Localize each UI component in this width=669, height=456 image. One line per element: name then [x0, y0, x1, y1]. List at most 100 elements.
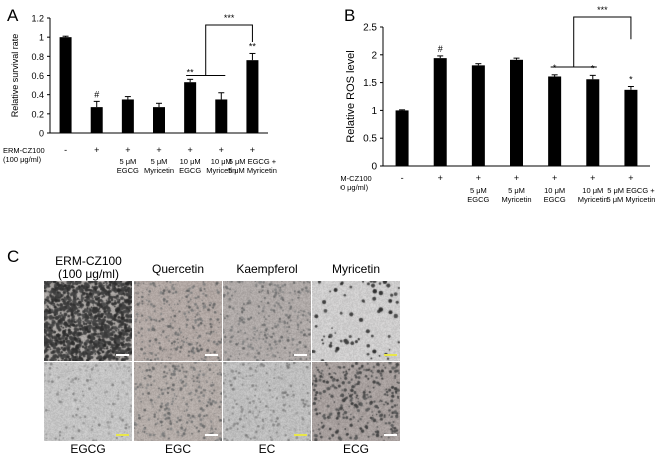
treatment-label: 5 μM Myricetin	[228, 166, 277, 175]
panel-letter-b: B	[344, 6, 356, 25]
row-label: (100 μg/ml)	[340, 183, 369, 192]
bar	[246, 60, 259, 133]
scale-bar-quercetin	[205, 354, 218, 356]
bar	[471, 65, 485, 166]
x-category-sign: +	[156, 145, 161, 155]
x-category-sign: +	[552, 173, 557, 183]
bar	[510, 59, 523, 166]
treatment-label: 10 μM	[544, 186, 565, 195]
y-tick-label: 0.8	[31, 52, 44, 62]
x-category-sign: +	[590, 173, 595, 183]
bar	[624, 89, 638, 166]
treatment-label: 5 μM	[119, 157, 136, 166]
micrograph-panel: ERM-CZ100 (100 μg/ml) Quercetin Kaempfer…	[0, 255, 669, 456]
significance-mark: **	[249, 41, 257, 51]
top-label-erm-line2: (100 μg/ml)	[58, 267, 119, 281]
micrograph-myricetin	[312, 281, 400, 361]
micrograph-quercetin	[134, 281, 222, 361]
top-label-myricetin: Myricetin	[331, 262, 380, 276]
x-category-sign: +	[219, 145, 224, 155]
treatment-label: 5 μM	[508, 186, 525, 195]
scale-bar-ecg	[384, 434, 397, 436]
x-category-sign: +	[188, 145, 193, 155]
significance-mark: *	[591, 63, 595, 73]
x-category-sign: +	[438, 173, 443, 183]
scale-bar-ec	[294, 434, 307, 436]
bar	[153, 107, 165, 133]
x-category-sign: -	[401, 173, 404, 183]
significance-mark: #	[94, 89, 99, 99]
chart-a-survival: 0 0.2 0.4 0.6 0.8 1 1.2 Relative survival rate #…	[3, 13, 277, 175]
treatment-label: 5 μM	[151, 157, 168, 166]
scale-bar-erm	[116, 354, 129, 356]
y-tick-label: 1	[371, 106, 377, 117]
top-label-quercetin: Quercetin	[151, 262, 205, 276]
scale-bar-myricetin	[384, 354, 397, 356]
bar	[215, 99, 228, 133]
x-category-sign: +	[94, 145, 99, 155]
bottom-label-ec: EC	[258, 442, 276, 456]
y-tick-label: 2	[371, 50, 377, 61]
bar	[548, 76, 562, 166]
y-tick-label: 1.5	[363, 78, 377, 89]
x-category-sign: +	[250, 145, 255, 155]
treatment-label: 10 μM	[180, 157, 201, 166]
bar	[90, 107, 103, 133]
scale-bar-kaempferol	[294, 354, 307, 356]
comparison-bracket	[205, 24, 253, 76]
y-axis-label: Relative ROS level	[345, 50, 357, 142]
bracket-label: ***	[224, 13, 235, 23]
y-tick-label: 0.6	[31, 71, 44, 81]
treatment-label: Myricetin	[206, 166, 236, 175]
bar	[184, 82, 197, 133]
significance-mark: *	[553, 63, 557, 73]
treatment-label: Myricetin	[578, 195, 608, 204]
treatment-label: 5 μM	[470, 186, 487, 195]
micrograph-egc	[134, 362, 222, 441]
treatment-label: EGCG	[117, 166, 139, 175]
x-category-sign: +	[125, 145, 130, 155]
y-tick-label: 0.4	[31, 90, 44, 100]
x-category-sign: +	[628, 173, 633, 183]
panel-letter-a: A	[7, 6, 19, 25]
y-tick-label: 0.2	[31, 109, 44, 119]
scale-bar-egc	[205, 434, 218, 436]
y-tick-label: 0	[371, 162, 377, 173]
y-tick-label: 1.2	[31, 14, 44, 24]
treatment-label: 10 μM	[582, 186, 603, 195]
top-label-erm: ERM-CZ100 (100 μg/ml)	[44, 255, 133, 281]
bracket-label: ***	[597, 5, 608, 15]
bottom-label-ecg: ECG	[342, 442, 369, 456]
significance-mark: **	[187, 67, 195, 77]
scale-bar-egcg	[116, 434, 129, 436]
y-tick-label: 0.5	[363, 134, 377, 145]
significance-mark: #	[438, 44, 443, 54]
row-label: ERM-CZ100	[3, 146, 45, 155]
bar	[586, 79, 600, 166]
treatment-label: Myricetin	[144, 166, 174, 175]
y-tick-label: 0	[39, 129, 44, 139]
treatment-label: EGCG	[544, 195, 566, 204]
comparison-bracket	[573, 16, 632, 68]
micrograph-egcg	[44, 362, 132, 441]
bar	[121, 99, 134, 133]
bar	[59, 37, 72, 133]
micrograph-ecg	[312, 362, 400, 441]
row-label: (100 μg/ml)	[3, 155, 42, 164]
micrograph-erm	[44, 281, 132, 361]
treatment-label: EGCG	[179, 166, 201, 175]
bar	[395, 110, 409, 166]
y-tick-label: 2.5	[363, 23, 377, 34]
treatment-label: 5 μM EGCG +	[229, 157, 277, 166]
top-label-erm-line1: ERM-CZ100	[55, 254, 122, 268]
x-category-sign: +	[514, 173, 519, 183]
top-label-kaempferol: Kaempferol	[236, 262, 298, 276]
treatment-label: EGCG	[467, 195, 489, 204]
panel-letter-c: C	[7, 247, 20, 266]
bar	[433, 58, 447, 166]
bottom-label-egcg: EGCG	[70, 442, 106, 456]
significance-mark: *	[629, 74, 633, 84]
bottom-label-egc: EGC	[164, 442, 191, 456]
row-label: ERM-CZ100	[340, 174, 372, 183]
